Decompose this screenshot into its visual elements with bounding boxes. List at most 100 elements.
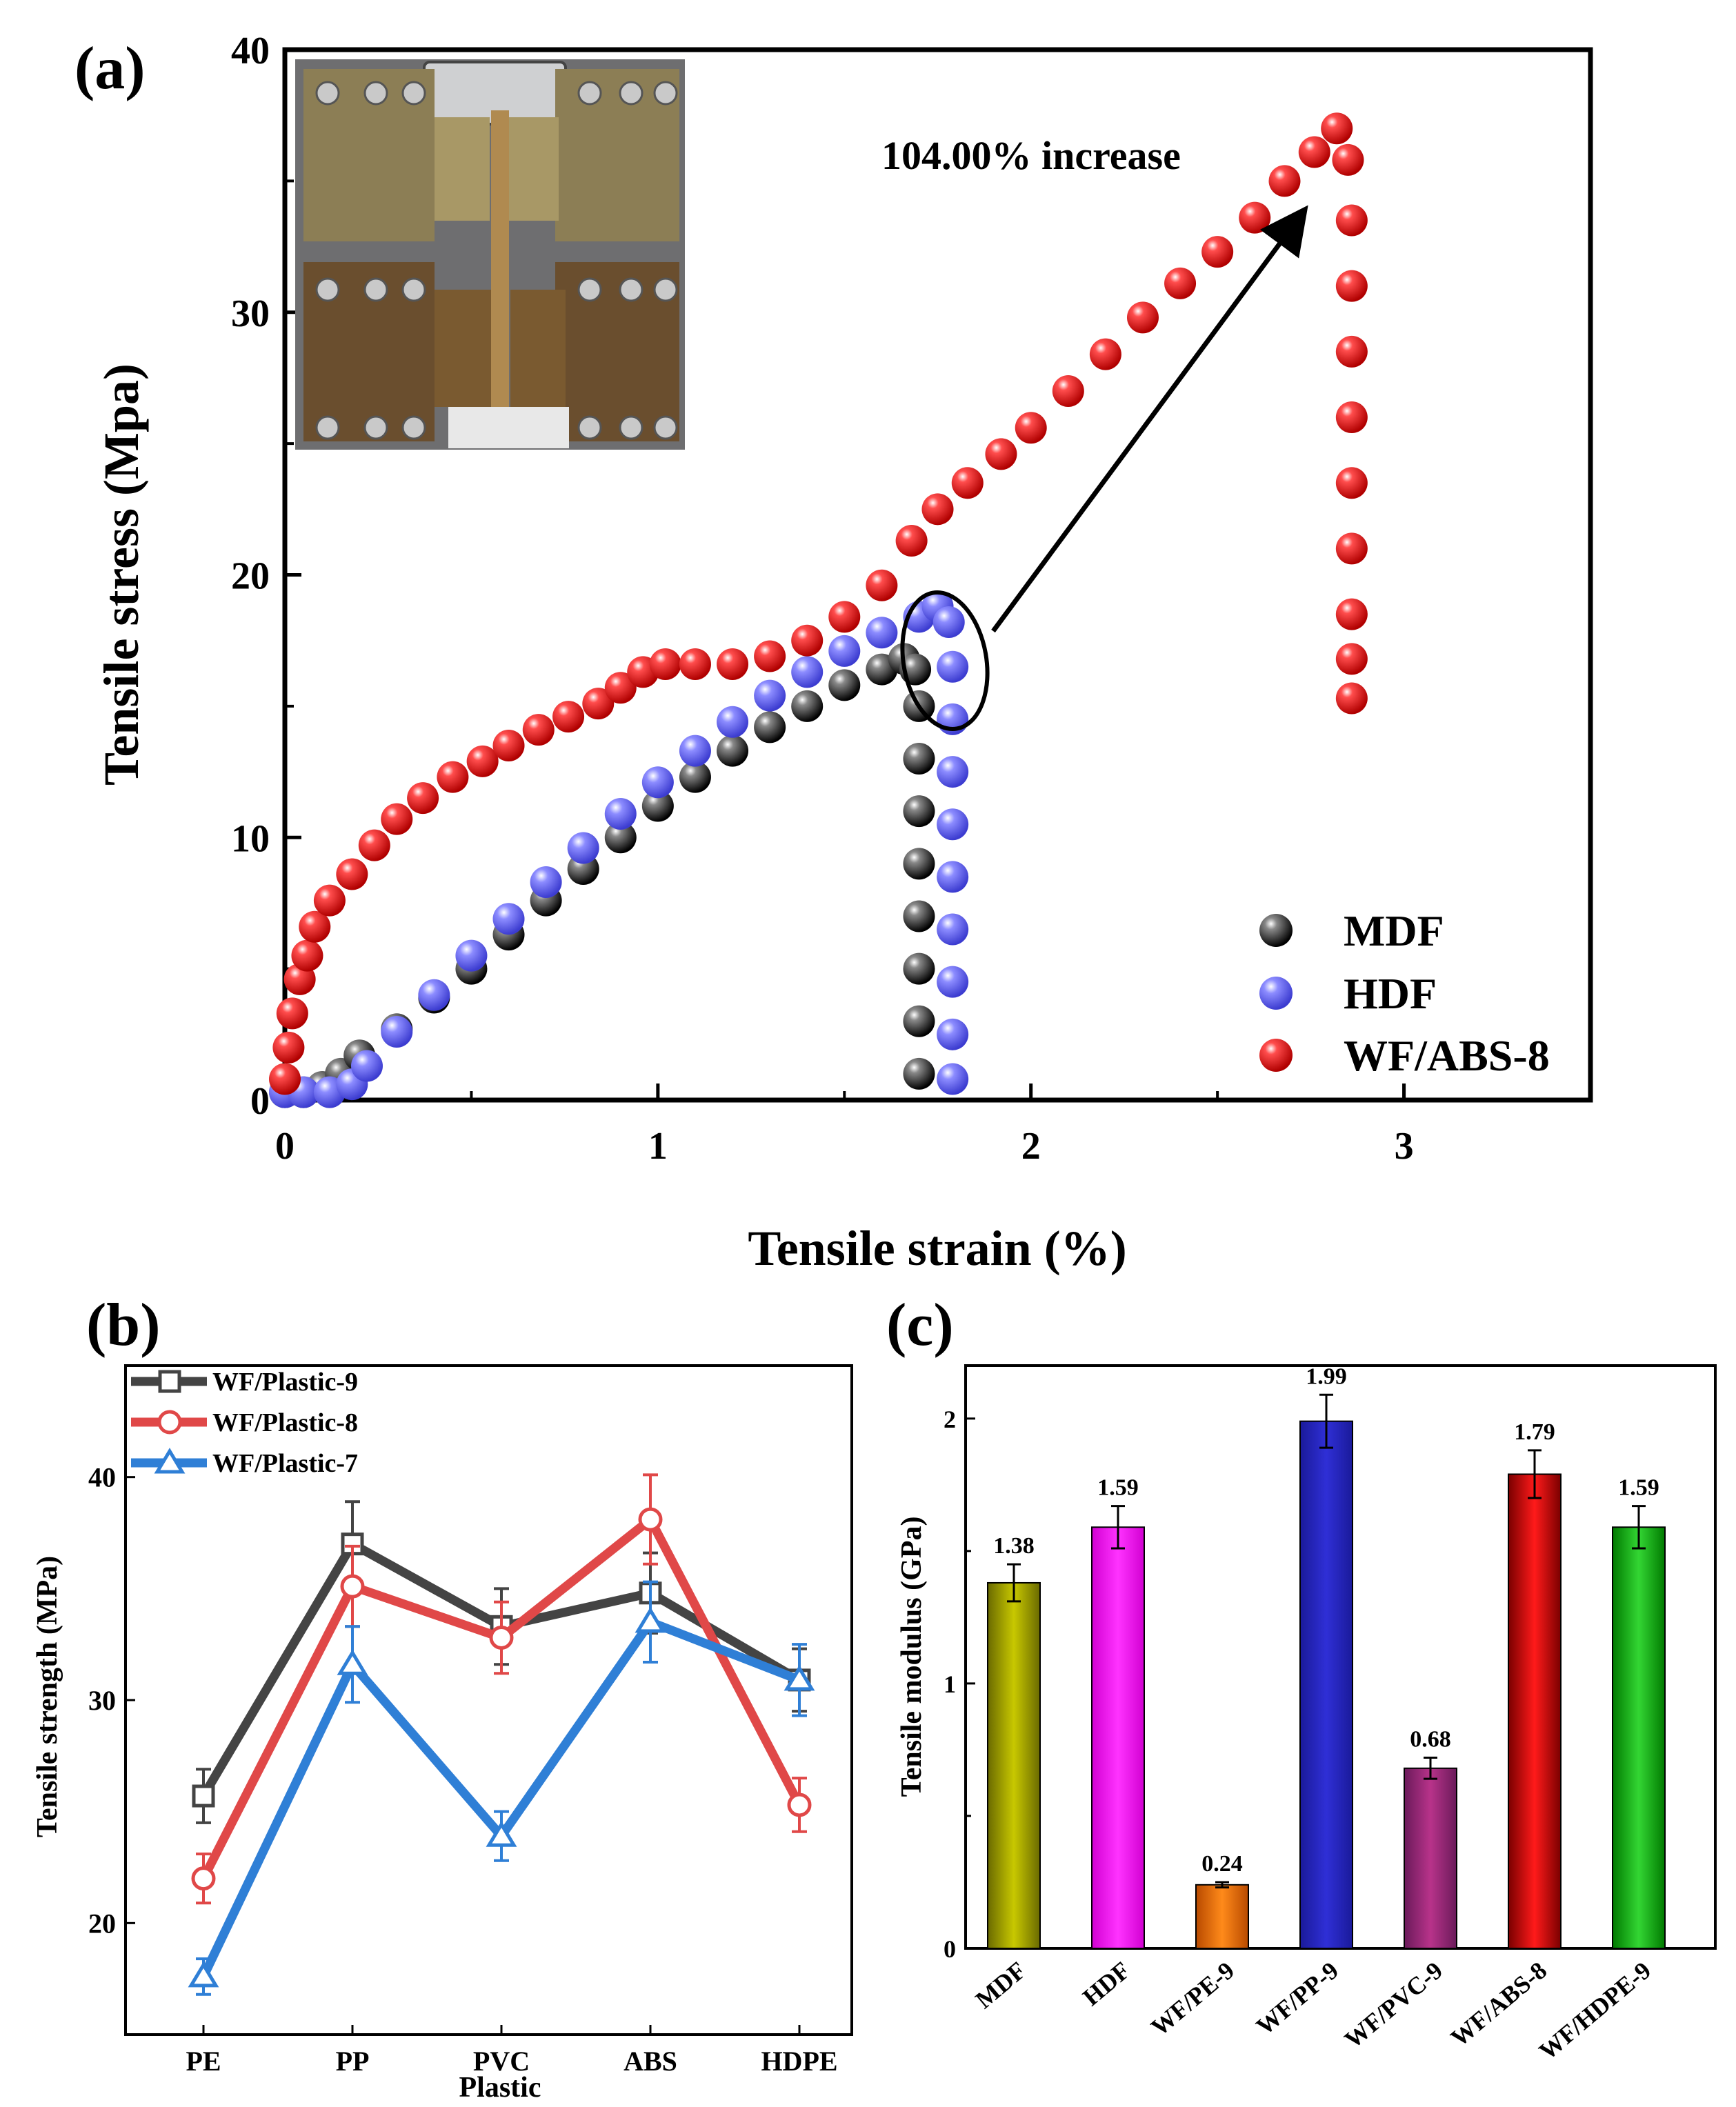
data-point-hdf [641, 766, 674, 799]
line-wf-plastic-7 [199, 1617, 801, 1979]
data-point-mdf [604, 821, 637, 854]
data-point-wf-abs-8 [336, 858, 368, 890]
data-point-wf-abs-8 [269, 1063, 301, 1095]
panel-c-label: (c) [886, 1292, 954, 1359]
legend-label-wf-plastic-7: WF/Plastic-7 [212, 1449, 358, 1478]
data-point-wf-abs-8 [895, 525, 928, 557]
value-label-wf-pp-9: 1.99 [1306, 1364, 1347, 1389]
data-point-wf-abs-8 [492, 729, 525, 761]
data-point-hdf [530, 866, 562, 898]
data-point-wf-abs-8 [1201, 236, 1234, 268]
panel-a-y-axis-title: Tensile stress (Mpa) [94, 363, 149, 786]
x-tick-label-abs: ABS [623, 2046, 677, 2077]
panel-c-bars: 1.38 1.59 0.24 1.99 0.68 1.79 1.59 [987, 1364, 1666, 1950]
panel-b: (b) PE PP PVC ABS HDPE 20 30 40 Plastic Tensile… [32, 1292, 853, 2104]
value-label-wf-pe-9: 0.24 [1201, 1851, 1243, 1877]
x-tick-label-wf-pp-9: WF/PP-9 [1251, 1956, 1344, 2040]
data-point-wf-abs-8 [1298, 136, 1330, 168]
panel-b-label: (b) [86, 1292, 161, 1359]
y-tick-label-2: 2 [944, 1406, 956, 1433]
data-point-hdf [567, 832, 599, 864]
data-point-mdf [903, 795, 935, 828]
data-point-wf-abs-8 [1335, 204, 1368, 237]
bar-wf-hdpe-9 [1612, 1526, 1666, 1949]
legend-label-mdf: MDF [1344, 906, 1444, 955]
y-tick-label-30: 30 [88, 1685, 116, 1716]
x-tick-label-0: 0 [275, 1125, 295, 1168]
data-point-wf-abs-8 [1268, 165, 1301, 197]
panel-b-axes: PE PP PVC ABS HDPE 20 30 40 [88, 1462, 838, 2077]
data-point-mdf [754, 711, 786, 743]
data-point-wf-abs-8 [828, 601, 861, 633]
marker-wf-plastic-8 [638, 1507, 663, 1532]
inset-photo-screws [315, 81, 678, 440]
bar-hdf [1091, 1526, 1145, 1949]
data-point-wf-abs-8 [299, 910, 331, 943]
panel-b-x-axis-title: Plastic [459, 2072, 541, 2104]
data-point-wf-abs-8 [1321, 112, 1353, 145]
data-point-wf-abs-8 [985, 438, 1017, 470]
data-point-hdf [717, 706, 749, 738]
value-label-hdf: 1.59 [1097, 1475, 1139, 1501]
data-point-wf-abs-8 [1126, 301, 1159, 334]
data-point-wf-abs-8 [1335, 682, 1368, 715]
value-label-mdf: 1.38 [993, 1533, 1035, 1559]
data-point-mdf [903, 952, 935, 985]
marker-wf-plastic-8 [191, 1866, 216, 1891]
marker-wf-plastic-7 [635, 1606, 666, 1633]
data-point-wf-abs-8 [1332, 143, 1364, 176]
data-point-wf-abs-8 [291, 939, 323, 972]
x-tick-label-hdpe: HDPE [761, 2046, 837, 2077]
series-wf-plastic-7 [188, 1580, 815, 1996]
bar-mdf [987, 1581, 1041, 1950]
data-point-mdf [903, 848, 935, 880]
bar-wf-abs-8 [1508, 1473, 1562, 1949]
legend-label-hdf: HDF [1344, 969, 1437, 1018]
data-point-wf-abs-8 [552, 701, 585, 733]
data-point-hdf [932, 606, 965, 639]
legend-marker-mdf [1259, 914, 1293, 947]
bar-wf-pp-9 [1299, 1420, 1353, 1950]
data-point-wf-abs-8 [1335, 532, 1368, 565]
x-tick-label-hdf: HDF [1077, 1956, 1135, 2010]
y-tick-label-0: 0 [250, 1080, 270, 1123]
data-point-wf-abs-8 [679, 648, 711, 680]
data-point-mdf [903, 1057, 935, 1090]
inset-photo-jaw-bottom-right [510, 290, 566, 407]
increase-annotation: 104.00% increase [881, 133, 1181, 178]
value-label-wf-pvc-9: 0.68 [1410, 1726, 1451, 1752]
series-wf-abs-8 [269, 112, 1368, 1095]
panel-a-data-points [269, 112, 1368, 1108]
data-point-hdf [381, 1016, 413, 1048]
marker-wf-plastic-7 [784, 1665, 815, 1691]
panel-b-series [188, 1473, 815, 1996]
data-point-hdf [937, 756, 969, 788]
data-point-mdf [791, 690, 824, 722]
data-point-wf-abs-8 [1164, 267, 1197, 299]
data-point-hdf [754, 679, 786, 712]
x-tick-label-2: 2 [1021, 1125, 1041, 1168]
data-point-wf-abs-8 [649, 648, 681, 680]
data-point-mdf [828, 669, 861, 701]
data-point-wf-abs-8 [1335, 598, 1368, 630]
legend-marker-wf-plastic-8 [157, 1410, 182, 1435]
panel-a-x-axis-title: Tensile strain (%) [748, 1221, 1126, 1276]
data-point-hdf [418, 979, 450, 1011]
data-point-wf-abs-8 [313, 884, 346, 917]
marker-wf-plastic-7 [337, 1649, 368, 1675]
x-tick-label-3: 3 [1395, 1125, 1414, 1168]
x-tick-label-pp: PP [336, 2046, 370, 2077]
legend-marker-wf-plastic-7 [154, 1448, 186, 1474]
y-tick-label-40: 40 [88, 1462, 116, 1493]
data-point-hdf [937, 808, 969, 841]
y-tick-label-0: 0 [944, 1935, 956, 1963]
data-point-hdf [679, 735, 711, 767]
data-point-wf-abs-8 [717, 648, 749, 680]
legend-marker-wf-abs-8 [1259, 1039, 1293, 1072]
value-label-wf-hdpe-9: 1.59 [1618, 1475, 1659, 1501]
data-point-hdf [937, 650, 969, 683]
data-point-mdf [903, 743, 935, 775]
